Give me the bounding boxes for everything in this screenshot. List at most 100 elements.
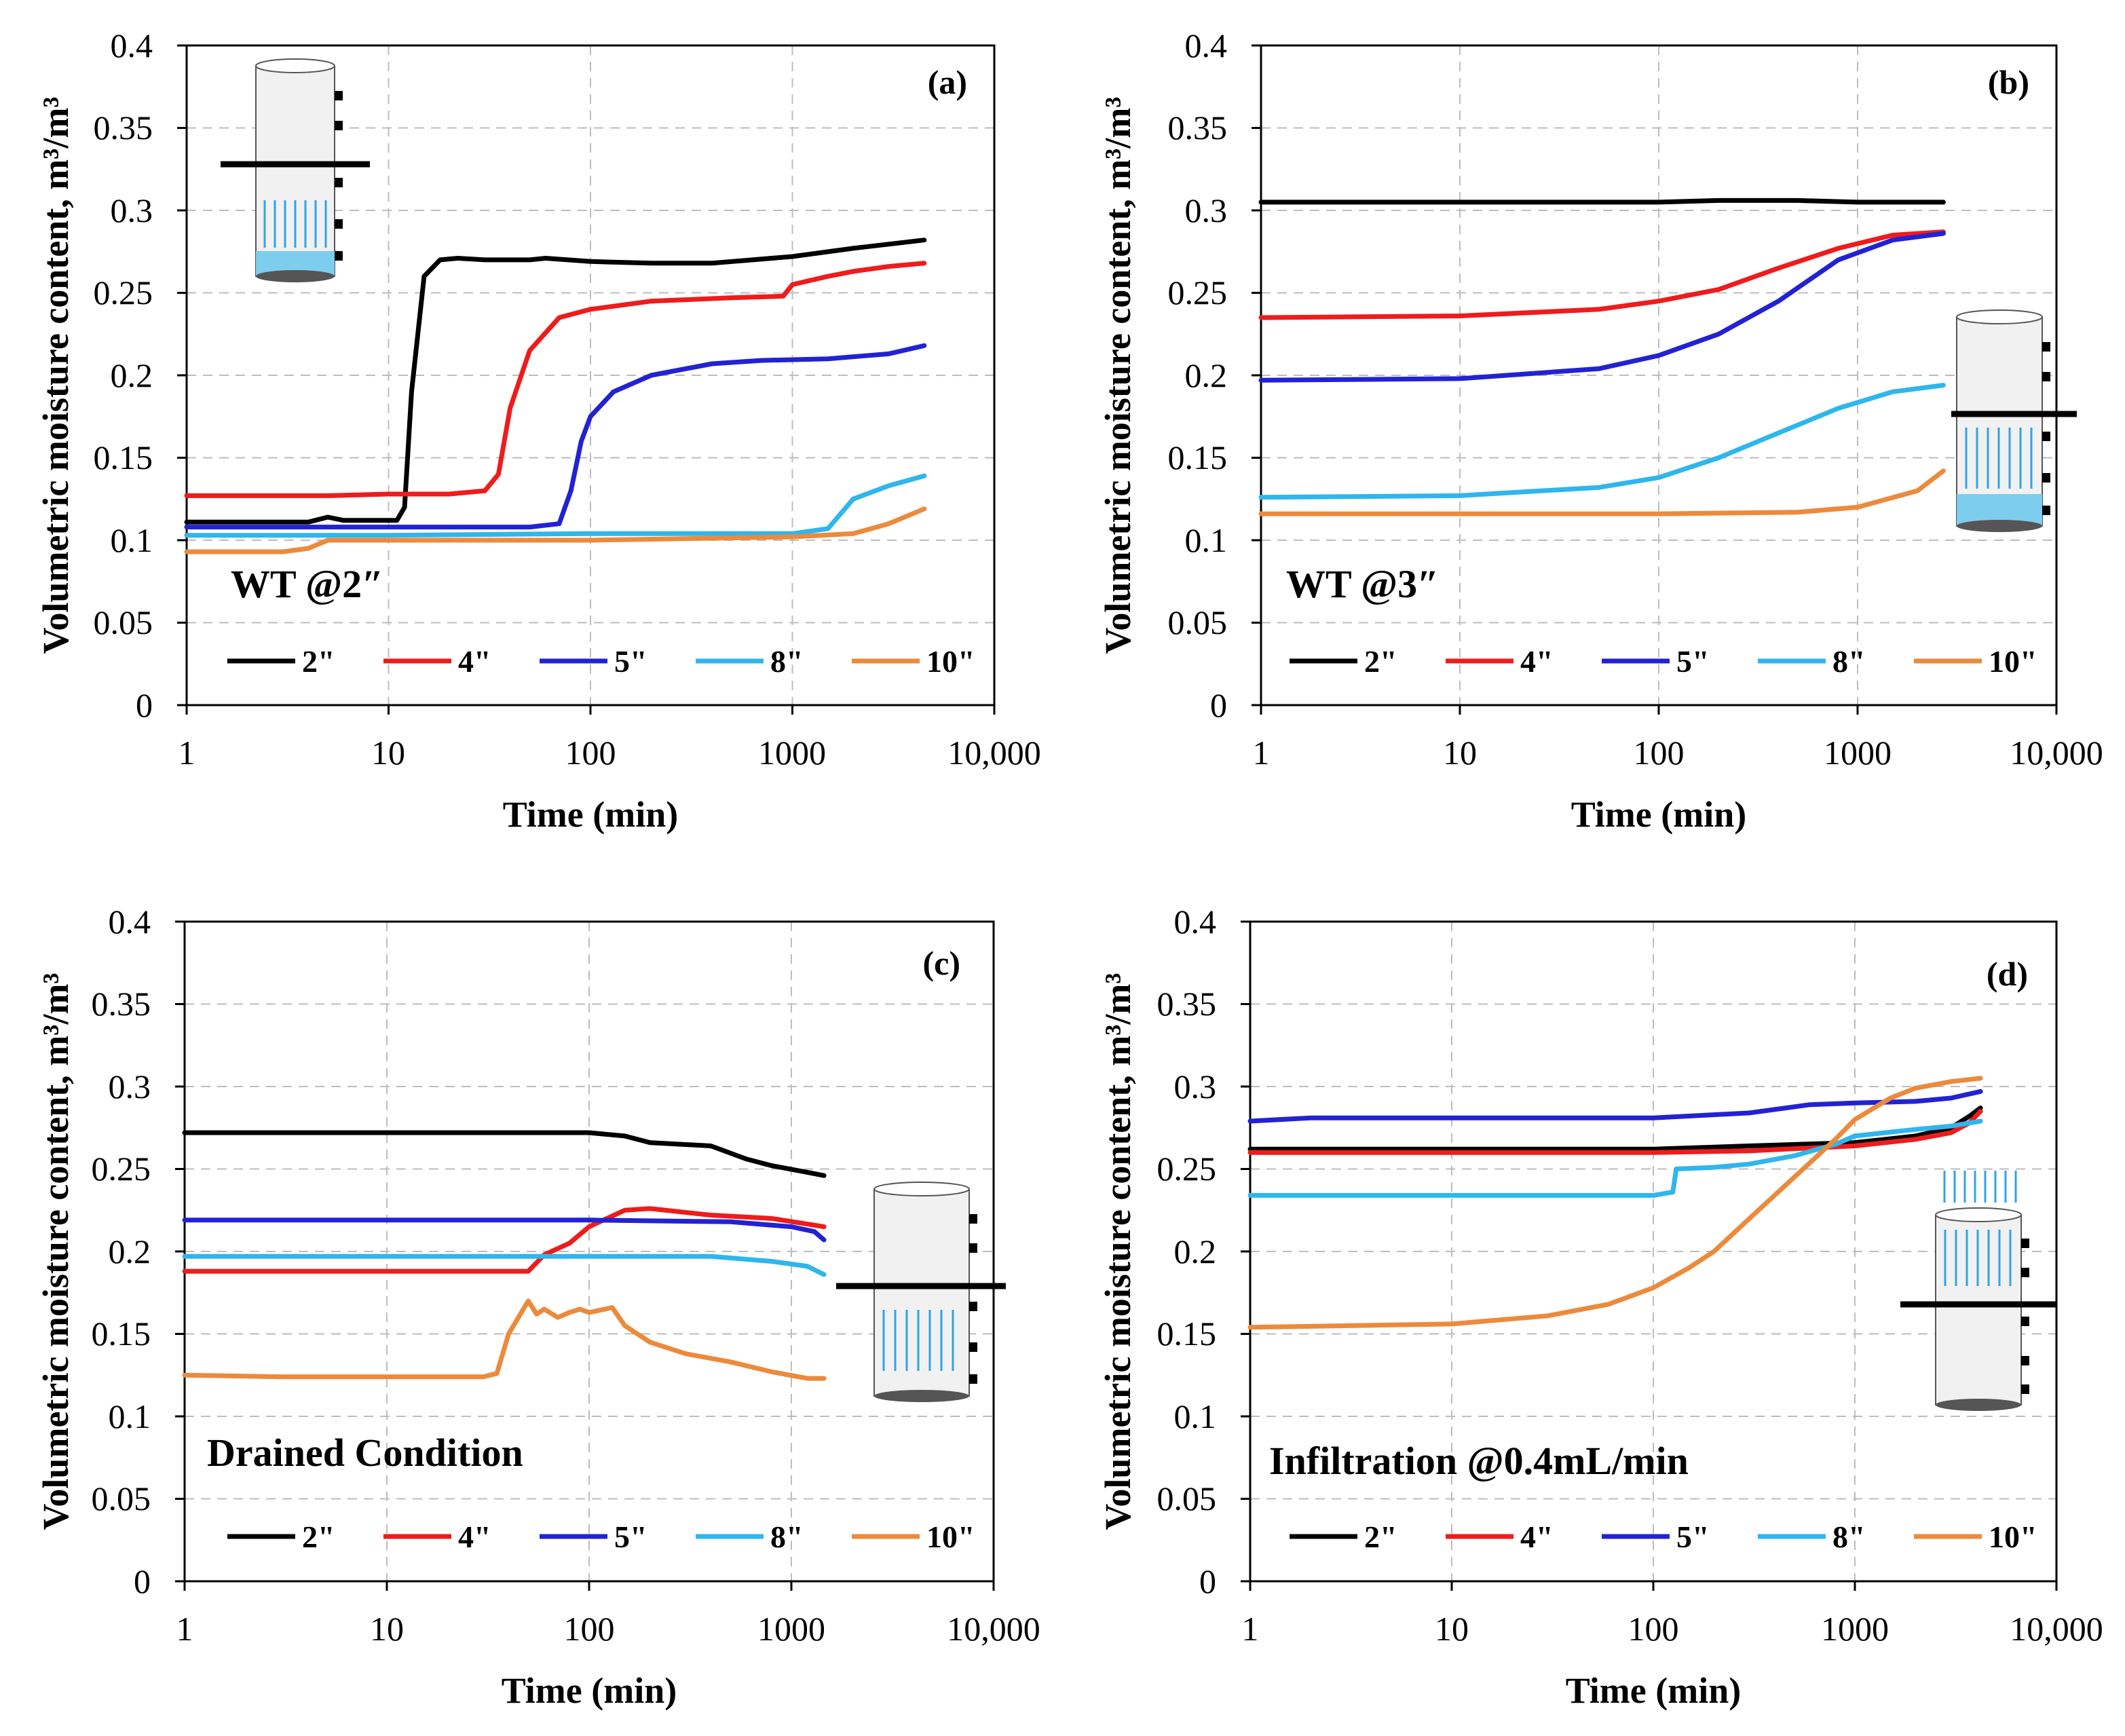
series-line-2in	[1258, 197, 1946, 205]
y-tick-label: 0	[136, 686, 153, 724]
y-tick-labels-a: 0 0.05 0.1 0.15 0.2 0.25 0.3 0.35 0.4	[94, 26, 153, 724]
series-line-8in	[1258, 383, 1946, 500]
x-tick-labels-b: 1 10 100 1000 10,000	[1253, 734, 2103, 772]
x-tick-label: 1	[1242, 1610, 1259, 1648]
x-axis-title: Time (min)	[1571, 794, 1746, 835]
legend-d: 2" 4" 5" 8" 10"	[1290, 1520, 2037, 1554]
legend-b: 2" 4" 5" 8" 10"	[1290, 644, 2037, 679]
legend-label-2in: 2"	[1364, 1520, 1397, 1554]
y-tick-label: 0.05	[94, 603, 153, 641]
legend-label-4in: 4"	[458, 1520, 491, 1554]
x-tick-label: 10,000	[947, 734, 1041, 772]
y-tick-label: 0.4	[109, 903, 151, 941]
legend-label-8in: 8"	[770, 1520, 804, 1554]
legend-label-2in: 2"	[302, 644, 335, 679]
y-tick-label: 0.4	[111, 26, 153, 64]
series-line-4in	[182, 1206, 827, 1274]
series-line-5in	[182, 1218, 827, 1243]
legend-label-4in: 4"	[458, 644, 491, 679]
legend-a: 2" 4" 5" 8" 10"	[227, 644, 975, 679]
y-tick-label: 0.35	[1168, 109, 1228, 147]
ticks-c	[175, 920, 995, 1591]
x-tick-label: 10,000	[947, 1610, 1040, 1648]
sensor-markers	[969, 1214, 977, 1384]
y-tick-label: 0.35	[94, 109, 153, 147]
panel-a: 1 10 100 1000 10,000 0 0.05 0.1 0.15 0.2…	[35, 26, 1041, 835]
condition-label: Infiltration @0.4mL/min	[1269, 1439, 1689, 1483]
x-axis-title: Time (min)	[1566, 1670, 1741, 1711]
x-tick-labels-d: 1 10 100 1000 10,000	[1242, 1610, 2103, 1648]
y-axis-title: Volumetric moisture content, m³/m³	[35, 96, 76, 654]
column-diagram-b	[1951, 309, 2077, 532]
x-tick-label: 1000	[1824, 734, 1892, 772]
series-line-8in	[184, 473, 927, 538]
y-tick-label: 0.3	[109, 1068, 151, 1106]
legend-label-2in: 2"	[302, 1520, 335, 1554]
ticks-a	[177, 44, 996, 715]
legend-label-4in: 4"	[1520, 644, 1554, 679]
series-c	[182, 1130, 827, 1381]
y-tick-labels-d: 0 0.05 0.1 0.15 0.2 0.25 0.3 0.35 0.4	[1157, 903, 1217, 1600]
column-diagram-c	[836, 1182, 1006, 1402]
x-tick-label: 1000	[758, 734, 826, 772]
sensor-markers	[335, 91, 343, 261]
y-tick-labels-c: 0 0.05 0.1 0.15 0.2 0.25 0.3 0.35 0.4	[92, 903, 151, 1600]
series-line-10in	[1258, 468, 1946, 516]
y-tick-label: 0.15	[1168, 438, 1228, 476]
y-tick-labels-b: 0 0.05 0.1 0.15 0.2 0.25 0.3 0.35 0.4	[1168, 26, 1228, 724]
y-tick-label: 0.1	[1185, 521, 1228, 559]
series-a	[184, 238, 927, 554]
y-tick-label: 0.05	[1168, 603, 1228, 641]
y-tick-label: 0.15	[94, 438, 153, 476]
sensor-markers	[2042, 342, 2050, 515]
y-tick-label: 0.25	[94, 273, 153, 312]
y-tick-label: 0.35	[1157, 985, 1217, 1023]
legend-label-8in: 8"	[770, 644, 804, 679]
panel-d: 1 10 100 1000 10,000 0 0.05 0.1 0.15 0.2…	[1097, 903, 2103, 1711]
series-line-5in	[1247, 1089, 1983, 1124]
column-top	[1935, 1207, 2022, 1222]
panel-b: 1 10 100 1000 10,000 0 0.05 0.1 0.15 0.2…	[1097, 26, 2103, 835]
y-tick-label: 0.2	[111, 356, 153, 394]
series-line-10in	[182, 1298, 827, 1381]
series-line-10in	[184, 506, 927, 554]
series-b	[1258, 197, 1946, 516]
y-tick-label: 0.2	[109, 1232, 151, 1270]
y-tick-label: 0.25	[92, 1150, 151, 1188]
legend-label-5in: 5"	[614, 1520, 647, 1554]
x-tick-label: 100	[1628, 1610, 1679, 1648]
y-tick-label: 0.3	[1174, 1068, 1217, 1106]
capillary-arrows	[263, 200, 327, 248]
x-axis-title: Time (min)	[503, 794, 678, 835]
x-tick-labels-a: 1 10 100 1000 10,000	[178, 734, 1041, 772]
series-line-2in	[1247, 1106, 1983, 1152]
x-tick-label: 10	[371, 734, 405, 772]
sensor-markers	[2021, 1239, 2029, 1394]
grid-b	[1261, 45, 2056, 705]
series-line-8in	[1247, 1118, 1983, 1198]
panel-c: 1 10 100 1000 10,000 0 0.05 0.1 0.15 0.2…	[35, 903, 1040, 1711]
x-tick-label: 1000	[757, 1610, 825, 1648]
x-tick-label: 1	[176, 1610, 193, 1648]
panel-label: (b)	[1988, 63, 2029, 101]
legend-c: 2" 4" 5" 8" 10"	[227, 1520, 975, 1554]
y-tick-label: 0.3	[1185, 191, 1228, 229]
legend-label-2in: 2"	[1364, 644, 1397, 679]
grid-c	[185, 922, 994, 1581]
wetting-arrows	[1944, 1230, 2012, 1286]
series-d	[1247, 1076, 1983, 1330]
y-axis-title: Volumetric moisture content, m³/m³	[1097, 96, 1138, 654]
column-base	[1957, 520, 2042, 532]
y-tick-label: 0.1	[111, 521, 153, 559]
infiltration-arrows	[1943, 1171, 2017, 1203]
series-line-5in	[1258, 231, 1946, 383]
column-base	[1936, 1399, 2021, 1411]
condition-label: WT @2″	[231, 562, 383, 606]
series-line-2in	[182, 1130, 827, 1178]
x-tick-label: 1	[178, 734, 195, 772]
y-tick-label: 0.1	[1174, 1397, 1217, 1435]
y-tick-label: 0.25	[1157, 1150, 1217, 1188]
column-base	[874, 1390, 969, 1402]
y-tick-label: 0.05	[92, 1479, 151, 1517]
